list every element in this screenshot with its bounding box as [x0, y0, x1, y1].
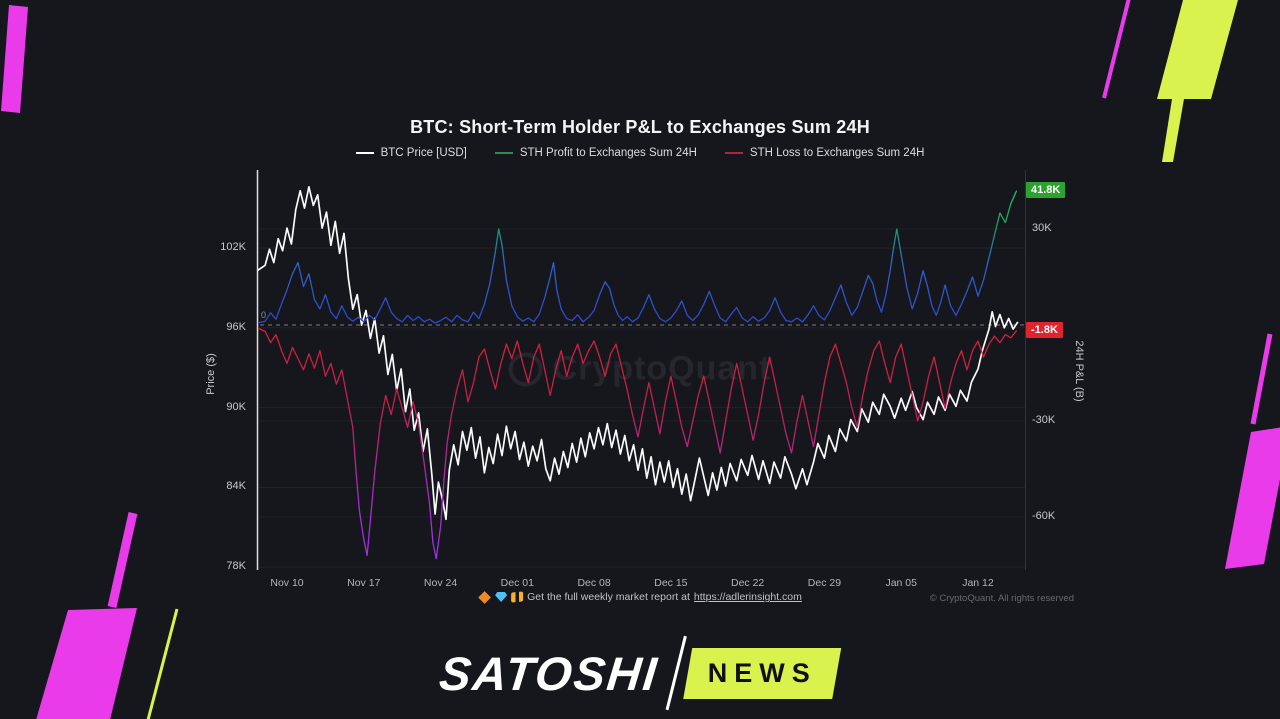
legend-label: STH Loss to Exchanges Sum 24H [749, 147, 925, 159]
price-axis-tick: 102K [220, 241, 246, 253]
candle-decoration-bottom-left [36, 608, 137, 719]
watermark: CryptoQuant [508, 349, 772, 389]
logo-slash-divider [665, 635, 687, 711]
orange-diamond-icon [478, 590, 491, 604]
chart-legend: BTC Price [USD] STH Profit to Exchanges S… [0, 147, 1280, 159]
legend-dash-icon [355, 152, 374, 154]
lime-line-bottom-left [146, 608, 179, 719]
legend-label: STH Profit to Exchanges Sum 24H [519, 147, 697, 159]
price-axis-tick: 78K [226, 560, 246, 573]
candle-decoration-top-left [1, 5, 28, 113]
raised-hands-icon [511, 591, 524, 603]
zero-line-label: 0 [261, 310, 267, 320]
logo-news-text: NEWS [707, 657, 817, 688]
right-axis-title: 24H P&L (B) [1073, 340, 1085, 402]
candle-wick-bottom-left [107, 512, 138, 608]
date-axis-tick: Dec 29 [807, 577, 842, 589]
legend-dash-icon [724, 152, 743, 154]
price-axis-tick: 96K [226, 320, 246, 333]
cryptoquant-logo-icon [508, 352, 543, 386]
candle-decoration-top-right [1157, 0, 1238, 99]
logo-brand-text: SATOSHI [436, 646, 662, 700]
date-axis-tick: Dec 15 [654, 577, 688, 589]
report-link[interactable]: https://adlerinsight.com [693, 591, 802, 603]
candle-wick-right [1250, 333, 1273, 425]
chart-title: BTC: Short-Term Holder P&L to Exchanges … [410, 117, 870, 137]
watermark-text: CryptoQuant [552, 349, 772, 388]
date-axis-tick: Jan 12 [962, 577, 994, 589]
pl-axis-tick: -60K [1032, 510, 1056, 522]
copyright-text: © CryptoQuant. All rights reserved [929, 593, 1074, 604]
price-axis-tick: 90K [226, 400, 246, 413]
candle-decoration-right [1225, 427, 1280, 569]
date-axis-tick: Nov 24 [423, 577, 458, 589]
date-axis-tick: Dec 08 [577, 577, 611, 589]
date-axis-tick: Jan 05 [885, 577, 917, 589]
footer-report-text: Get the full weekly market report at [527, 591, 690, 603]
price-axis-tick: 84K [226, 480, 246, 493]
footer-report-line: Get the full weekly market report at htt… [478, 590, 802, 604]
sth-profit-line [258, 190, 1018, 324]
left-axis-title: Price ($) [205, 353, 217, 395]
date-axis-tick: Nov 17 [347, 577, 381, 589]
legend-item: BTC Price [USD] [355, 147, 467, 159]
profit-value-badge: 41.8K [1026, 182, 1066, 199]
legend-label: BTC Price [USD] [380, 147, 467, 159]
pl-axis-tick: -30K [1032, 414, 1056, 426]
loss-value-badge: -1.8K [1026, 321, 1063, 338]
legend-item: STH Loss to Exchanges Sum 24H [724, 147, 925, 159]
date-axis-tick: Nov 10 [270, 577, 304, 589]
date-axis-tick: Dec 22 [731, 577, 765, 589]
magenta-line-top-right [1102, 0, 1131, 99]
gem-icon [495, 592, 508, 602]
logo-news-badge: NEWS [682, 647, 841, 699]
legend-dash-icon [494, 152, 513, 154]
date-axis-tick: Dec 01 [500, 577, 534, 589]
satoshi-news-logo: SATOSHI NEWS [436, 635, 841, 711]
pl-axis-tick: 30K [1032, 222, 1052, 234]
legend-item: STH Profit to Exchanges Sum 24H [494, 147, 697, 159]
